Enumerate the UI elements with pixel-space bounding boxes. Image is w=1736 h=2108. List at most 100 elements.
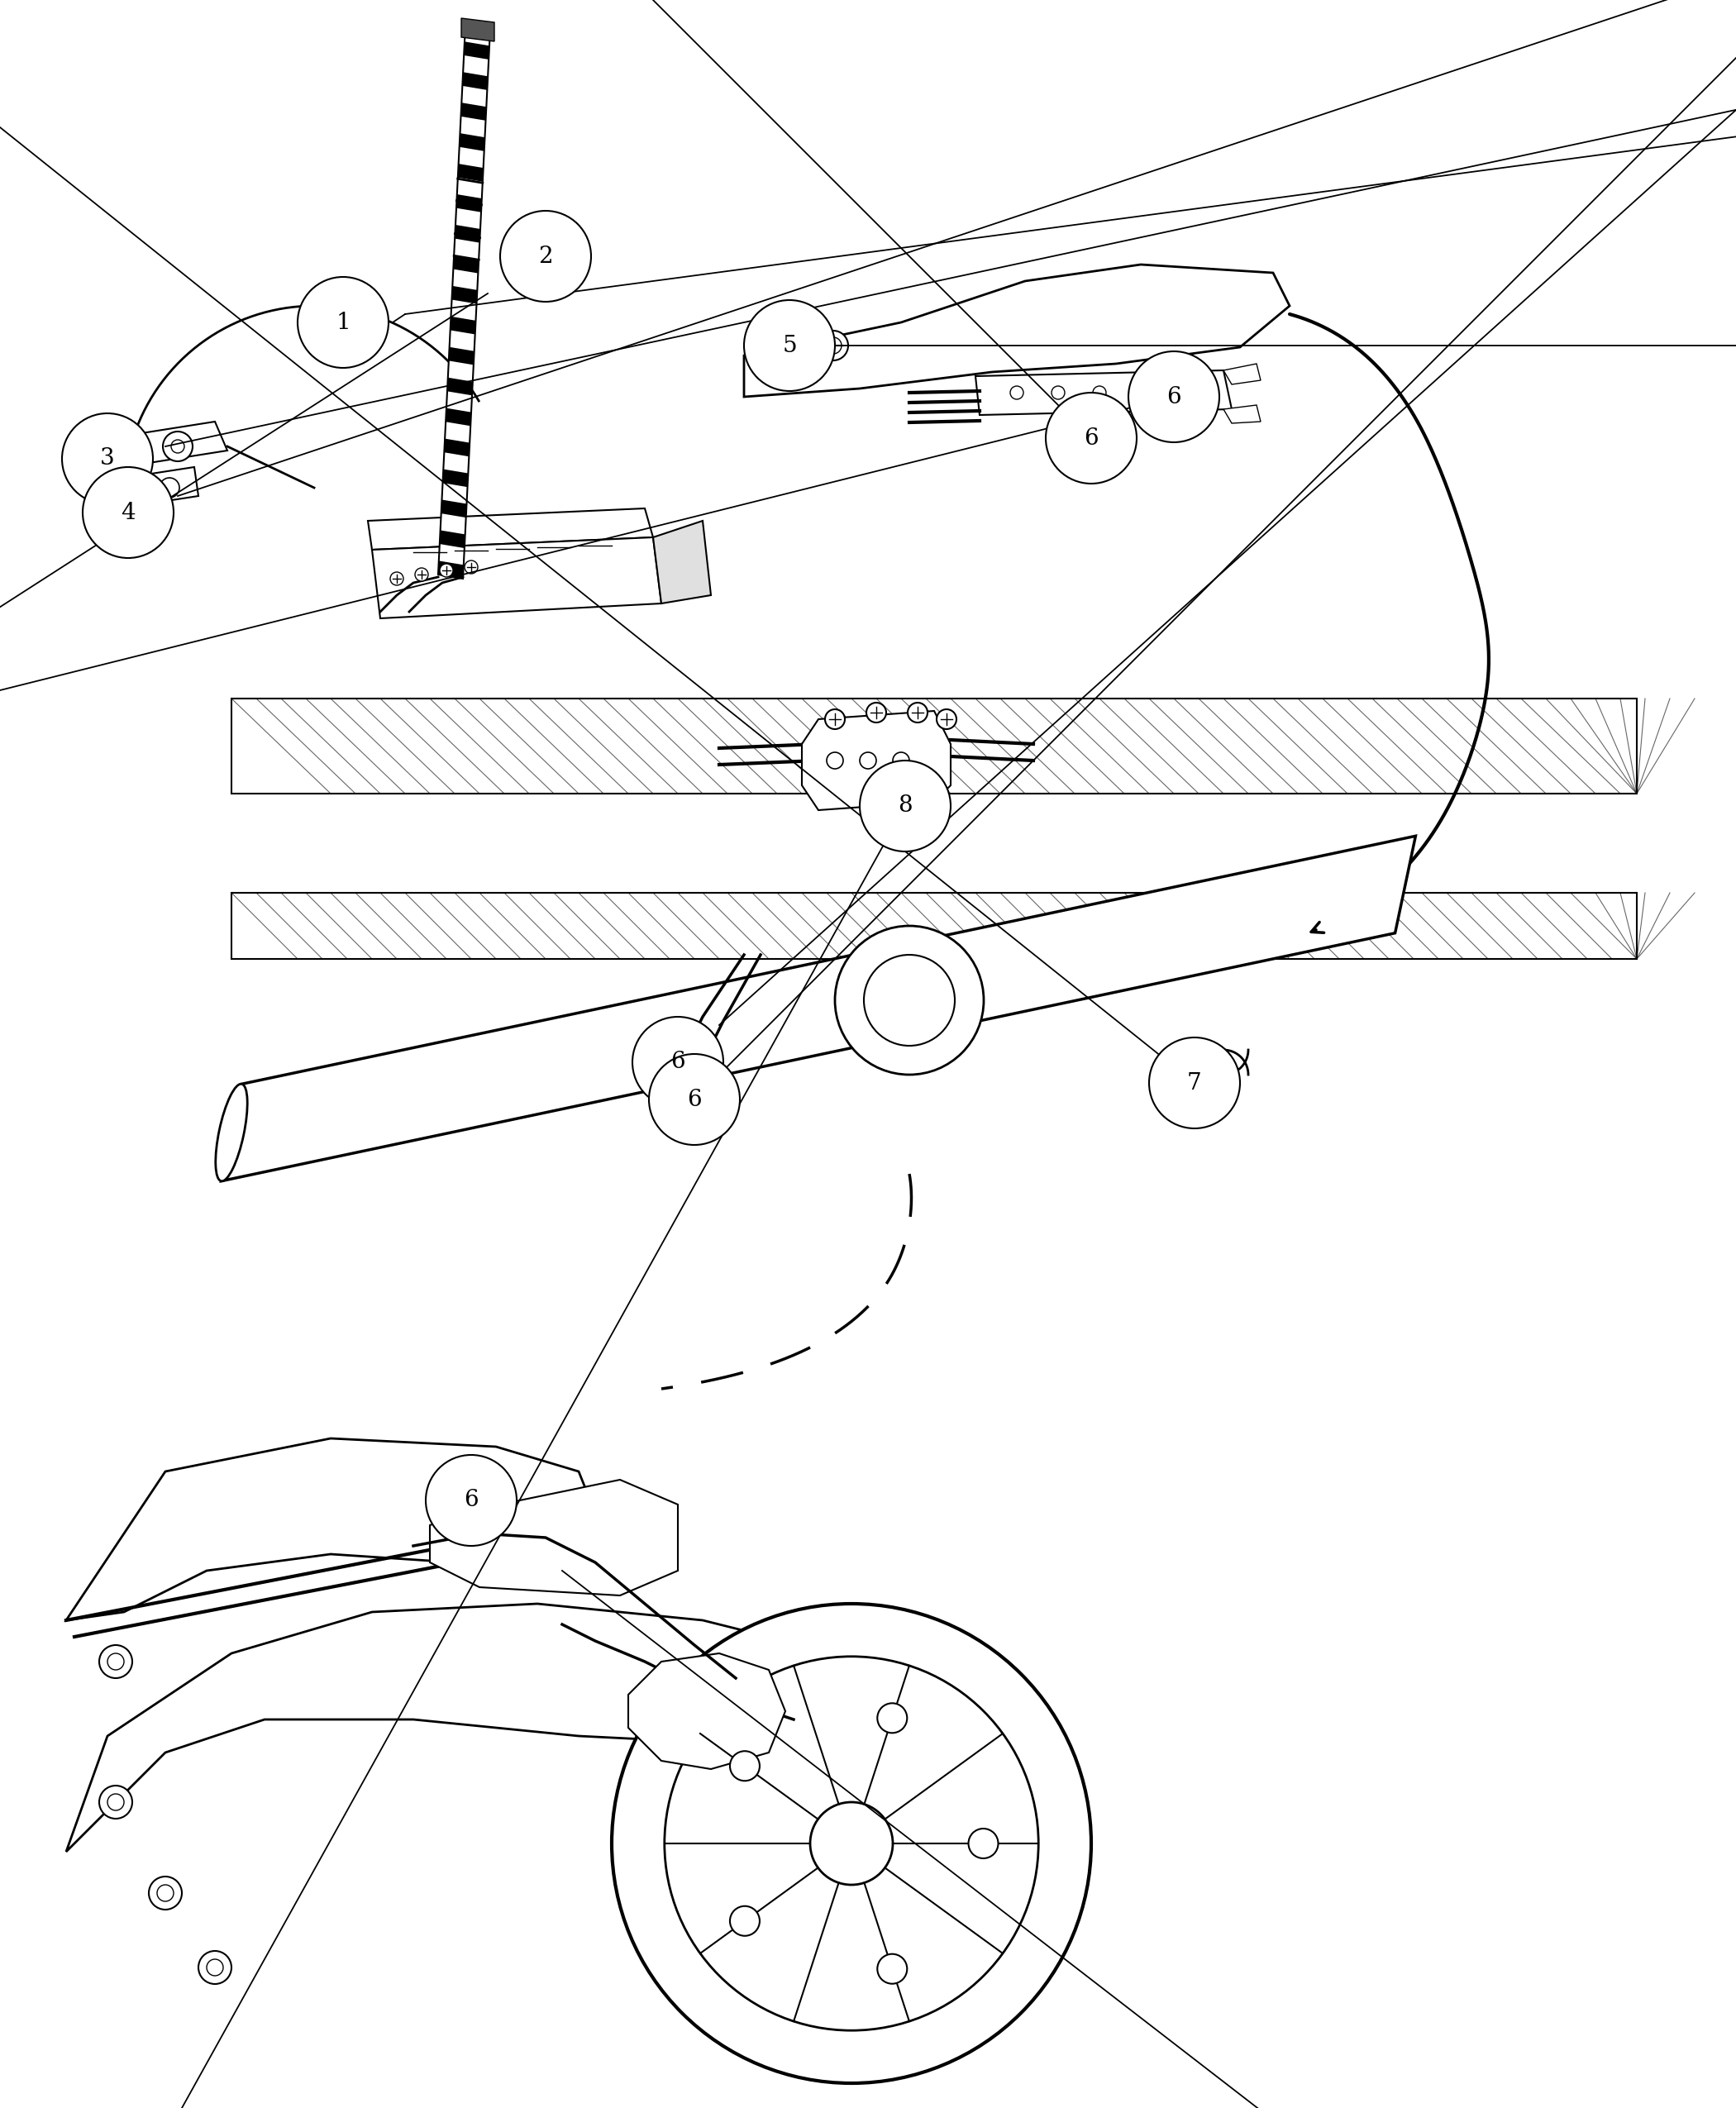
Ellipse shape xyxy=(215,1084,247,1180)
Circle shape xyxy=(156,1885,174,1901)
Polygon shape xyxy=(220,837,1415,1180)
Polygon shape xyxy=(439,531,465,548)
Text: 6: 6 xyxy=(1083,428,1099,449)
Circle shape xyxy=(391,571,403,586)
Polygon shape xyxy=(368,508,653,550)
Circle shape xyxy=(500,211,590,301)
Circle shape xyxy=(877,1703,908,1733)
Polygon shape xyxy=(1224,365,1260,384)
Circle shape xyxy=(825,708,845,729)
Text: 6: 6 xyxy=(687,1088,701,1111)
Polygon shape xyxy=(437,561,464,580)
Circle shape xyxy=(865,955,955,1046)
Circle shape xyxy=(1175,386,1189,398)
Polygon shape xyxy=(372,538,661,618)
Circle shape xyxy=(108,1653,123,1670)
Polygon shape xyxy=(137,422,227,464)
Circle shape xyxy=(160,479,179,497)
Bar xyxy=(231,698,1637,793)
Text: 6: 6 xyxy=(1167,386,1180,409)
Polygon shape xyxy=(653,521,712,603)
Circle shape xyxy=(99,1644,132,1678)
Text: 3: 3 xyxy=(101,447,115,470)
Polygon shape xyxy=(976,371,1233,415)
Circle shape xyxy=(108,1794,123,1811)
Text: 2: 2 xyxy=(538,245,552,268)
Circle shape xyxy=(465,561,477,573)
Circle shape xyxy=(729,1752,760,1781)
Polygon shape xyxy=(66,1604,826,1851)
Circle shape xyxy=(1149,1037,1240,1128)
Polygon shape xyxy=(443,470,469,487)
Polygon shape xyxy=(628,1653,785,1769)
Circle shape xyxy=(745,299,835,390)
Circle shape xyxy=(1134,386,1147,398)
Polygon shape xyxy=(457,194,483,213)
Circle shape xyxy=(149,1876,182,1910)
Circle shape xyxy=(969,1828,998,1859)
Circle shape xyxy=(859,761,951,852)
Circle shape xyxy=(835,925,984,1075)
Circle shape xyxy=(207,1958,224,1975)
Circle shape xyxy=(877,1954,908,1984)
Circle shape xyxy=(892,753,910,769)
Text: 5: 5 xyxy=(783,335,797,356)
Circle shape xyxy=(439,563,453,578)
Polygon shape xyxy=(141,468,198,504)
Polygon shape xyxy=(745,264,1290,396)
Polygon shape xyxy=(462,72,488,91)
Text: 6: 6 xyxy=(670,1052,686,1073)
Polygon shape xyxy=(448,348,474,365)
Polygon shape xyxy=(464,42,490,59)
Circle shape xyxy=(415,567,429,582)
Polygon shape xyxy=(450,316,476,335)
Polygon shape xyxy=(462,19,495,42)
Circle shape xyxy=(825,337,842,354)
Polygon shape xyxy=(441,500,467,519)
Polygon shape xyxy=(458,164,483,181)
Polygon shape xyxy=(453,255,479,274)
Circle shape xyxy=(937,708,957,729)
Text: 6: 6 xyxy=(464,1488,479,1511)
Circle shape xyxy=(818,331,849,360)
Circle shape xyxy=(611,1604,1092,2083)
Circle shape xyxy=(866,702,885,723)
Circle shape xyxy=(811,1802,892,1885)
Circle shape xyxy=(1045,392,1137,483)
Circle shape xyxy=(62,413,153,504)
Circle shape xyxy=(1052,386,1064,398)
Polygon shape xyxy=(1224,405,1260,424)
Polygon shape xyxy=(66,1438,595,1621)
Polygon shape xyxy=(431,1480,677,1596)
Polygon shape xyxy=(455,226,481,242)
Circle shape xyxy=(859,753,877,769)
Polygon shape xyxy=(448,377,472,396)
Circle shape xyxy=(83,468,174,559)
Circle shape xyxy=(729,1906,760,1935)
Circle shape xyxy=(1010,386,1024,398)
Text: 8: 8 xyxy=(898,795,913,818)
Polygon shape xyxy=(460,103,486,120)
Bar xyxy=(231,894,1637,959)
Polygon shape xyxy=(444,438,470,457)
Circle shape xyxy=(908,702,927,723)
Text: 1: 1 xyxy=(335,312,351,333)
Text: 7: 7 xyxy=(1187,1071,1201,1094)
Circle shape xyxy=(1128,352,1219,443)
Circle shape xyxy=(99,1785,132,1819)
Polygon shape xyxy=(437,25,490,580)
Circle shape xyxy=(632,1016,724,1107)
Circle shape xyxy=(297,276,389,369)
Polygon shape xyxy=(451,287,477,304)
Circle shape xyxy=(163,432,193,462)
Polygon shape xyxy=(460,133,484,152)
Circle shape xyxy=(826,753,844,769)
Circle shape xyxy=(1094,386,1106,398)
Circle shape xyxy=(649,1054,740,1145)
Text: 4: 4 xyxy=(122,502,135,523)
Circle shape xyxy=(425,1455,517,1545)
Polygon shape xyxy=(446,409,470,426)
Circle shape xyxy=(172,441,184,453)
Polygon shape xyxy=(802,710,951,809)
Circle shape xyxy=(198,1950,231,1984)
